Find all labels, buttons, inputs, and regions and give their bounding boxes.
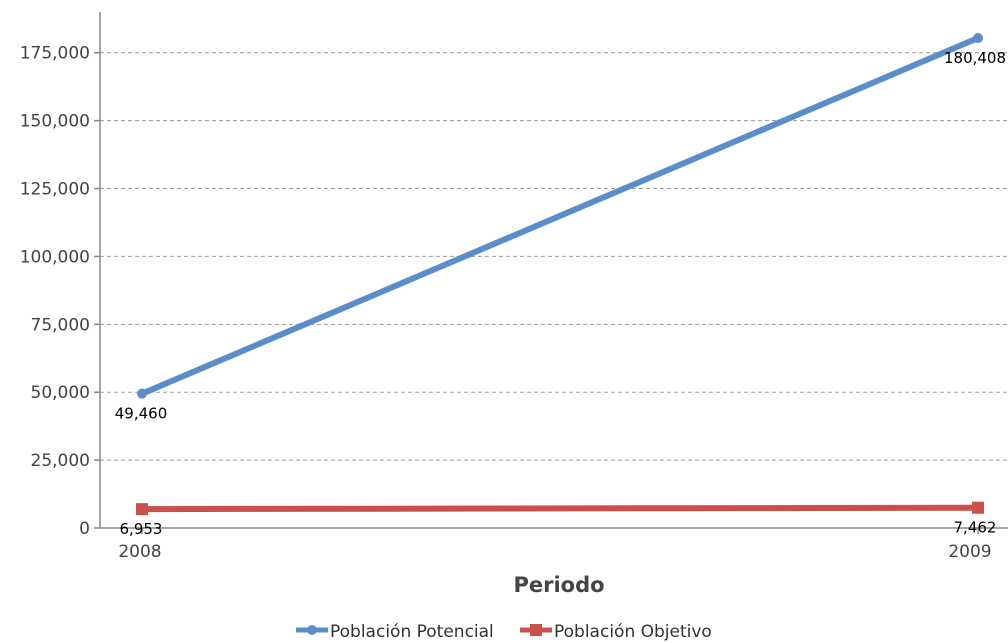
y-axis-ticks: 0 25,000 50,000 75,000 100,000 125,000 150,000… [20, 44, 100, 539]
y-tick-label: 0 [79, 519, 90, 539]
legend-item: Población Objetivo [520, 622, 712, 642]
axes [99, 12, 1008, 529]
data-point [136, 503, 148, 516]
x-axis-title: Periodo [513, 573, 604, 597]
grid-lines [100, 52, 1008, 461]
data-label: 180,408 [944, 49, 1006, 67]
y-tick-label: 150,000 [20, 112, 90, 132]
series-line [139, 504, 981, 513]
legend: Población Potencial Población Objetivo [296, 622, 712, 642]
x-axis-ticks: 2008 2009 [118, 528, 992, 562]
data-labels: 49,460 180,408 6,953 7,462 [115, 49, 1006, 538]
y-tick-label: 100,000 [20, 247, 90, 267]
data-label: 7,462 [954, 519, 997, 537]
legend-item: Población Potencial [296, 622, 494, 642]
x-tick-label: 2008 [118, 542, 161, 562]
y-tick-label: 75,000 [31, 315, 90, 335]
data-point [972, 501, 984, 514]
legend-label: Población Potencial [330, 622, 494, 642]
legend-label: Población Objetivo [554, 622, 712, 642]
data-label: 6,953 [120, 520, 163, 538]
y-tick-label: 50,000 [31, 383, 90, 403]
data-label: 49,460 [115, 405, 168, 423]
legend-marker [307, 625, 317, 635]
legend-marker [530, 624, 542, 636]
series-layer [136, 33, 984, 516]
y-tick-label: 175,000 [20, 44, 90, 64]
y-tick-label: 125,000 [20, 180, 90, 200]
data-point [973, 33, 983, 44]
series-line [139, 35, 981, 397]
data-point [137, 388, 147, 399]
x-tick-label: 2009 [948, 542, 991, 562]
y-tick-label: 25,000 [31, 451, 90, 471]
